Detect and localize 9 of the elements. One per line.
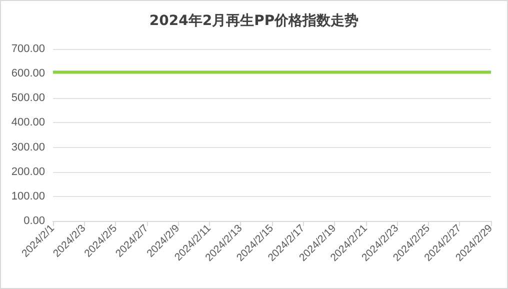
y-tick-label: 400.00 [11,116,45,129]
y-tick-label: 200.00 [11,166,45,178]
y-tick-label: 100.00 [11,190,45,202]
y-tick-label: 600.00 [11,68,45,80]
y-tick-label: 500.00 [11,92,45,104]
y-tick-label: 0.00 [24,215,45,227]
chart-title: 2024年2月再生PP价格指数走势 [149,13,359,29]
y-tick-label: 300.00 [11,141,45,154]
y-tick-label: 700.00 [11,43,45,55]
